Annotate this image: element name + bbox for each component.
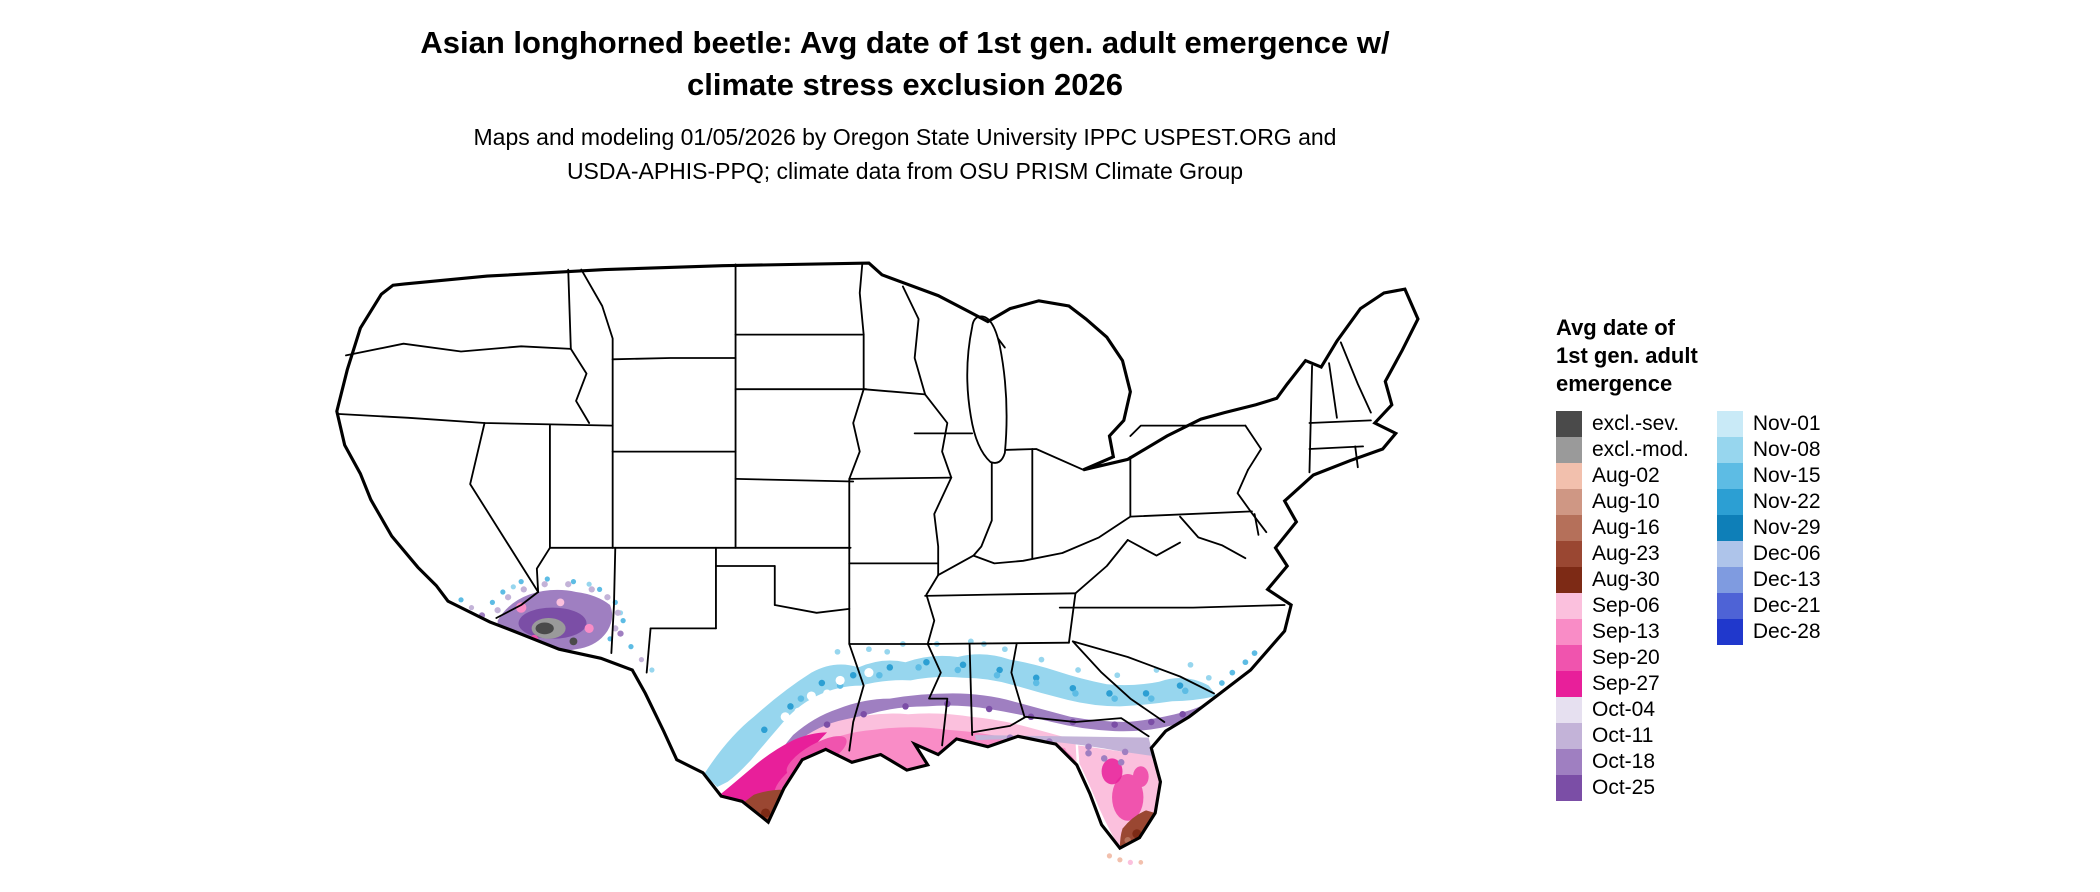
subtitle-line2: USDA-APHIS-PPQ; climate data from OSU PR… <box>566 158 1244 184</box>
legend-label: Dec-06 <box>1752 542 1821 565</box>
legend-entry: Dec-06 <box>1716 541 1821 567</box>
legend-entry: Aug-02 <box>1556 463 1689 489</box>
overlay-south-texas-aug30 <box>761 808 771 818</box>
subtitle-line1: Maps and modeling 01/05/2026 by Oregon S… <box>473 124 1337 150</box>
us-map-svg <box>335 261 1420 865</box>
florida-keys-specks <box>1106 853 1144 865</box>
legend-entry: Aug-30 <box>1556 567 1689 593</box>
legend-label: Nov-15 <box>1752 464 1821 487</box>
legend-label: Sep-20 <box>1592 646 1660 669</box>
legend-label: Sep-13 <box>1592 620 1660 643</box>
legend-label: Aug-02 <box>1592 464 1660 487</box>
legend-entry: Sep-06 <box>1556 593 1689 619</box>
overlay-florida-oct-strip <box>974 735 1154 759</box>
legend-label: Dec-21 <box>1752 594 1821 617</box>
legend-swatch <box>1556 645 1582 671</box>
legend-label: Nov-29 <box>1752 516 1821 539</box>
legend-swatch <box>1716 619 1743 645</box>
legend-swatch <box>1556 541 1582 567</box>
legend-label: Nov-01 <box>1752 412 1821 435</box>
legend-label: Aug-30 <box>1592 568 1660 591</box>
legend-label: Nov-22 <box>1752 490 1821 513</box>
legend-swatch <box>1556 437 1582 463</box>
legend-swatch <box>1556 697 1582 723</box>
legend-entry: Dec-13 <box>1716 567 1821 593</box>
legend-entry: excl.-sev. <box>1556 411 1689 437</box>
legend-swatch <box>1556 567 1582 593</box>
legend-swatch <box>1556 671 1582 697</box>
legend-label: Oct-25 <box>1592 776 1656 799</box>
us-map <box>278 215 1533 891</box>
legend-swatch <box>1716 411 1743 437</box>
legend-swatch <box>1716 593 1743 619</box>
overlay-speckles <box>453 576 1258 766</box>
legend-label: Nov-08 <box>1752 438 1821 461</box>
emergence-data-overlay <box>453 576 1258 849</box>
legend-entry: Nov-29 <box>1716 515 1821 541</box>
legend-entry: Nov-01 <box>1716 411 1821 437</box>
figure-subtitle: Maps and modeling 01/05/2026 by Oregon S… <box>0 120 1810 188</box>
legend-label: excl.-sev. <box>1592 412 1680 435</box>
legend-column-left: excl.-sev. excl.-mod. Aug-02 Aug-10 Aug-16 Au… <box>1556 411 1689 801</box>
legend-entry: Sep-13 <box>1556 619 1689 645</box>
legend-entry: Oct-04 <box>1556 697 1689 723</box>
us-landmass <box>336 263 1418 849</box>
legend-swatch <box>1556 749 1582 775</box>
legend-swatch <box>1556 489 1582 515</box>
legend-entry: Oct-18 <box>1556 749 1689 775</box>
legend-entry: Sep-27 <box>1556 671 1689 697</box>
legend-entry: Sep-20 <box>1556 645 1689 671</box>
legend-swatch <box>1716 437 1743 463</box>
legend-swatch <box>1716 567 1743 593</box>
legend-swatch <box>1716 541 1743 567</box>
map-legend: Avg date of 1st gen. adult emergence exc… <box>1556 314 2036 801</box>
legend-label: Dec-13 <box>1752 568 1821 591</box>
legend-label: Aug-23 <box>1592 542 1660 565</box>
legend-entry: Nov-08 <box>1716 437 1821 463</box>
legend-label: Oct-18 <box>1592 750 1656 773</box>
legend-swatch <box>1716 515 1743 541</box>
legend-entry: Oct-11 <box>1556 723 1689 749</box>
overlay-south-texas-brown <box>743 789 786 823</box>
legend-title: Avg date of 1st gen. adult emergence <box>1556 315 1698 396</box>
legend-label: Sep-27 <box>1592 672 1660 695</box>
legend-label: Dec-28 <box>1752 620 1821 643</box>
legend-label: excl.-mod. <box>1592 438 1689 461</box>
legend-entry: Oct-25 <box>1556 775 1689 801</box>
legend-swatch <box>1556 411 1582 437</box>
state-borders <box>335 262 1372 752</box>
figure-header: Asian longhorned beetle: Avg date of 1st… <box>0 22 1810 188</box>
legend-columns: excl.-sev. excl.-mod. Aug-02 Aug-10 Aug-16 Au… <box>1556 411 2036 801</box>
overlay-nov-band <box>704 654 1217 787</box>
legend-label: Aug-16 <box>1592 516 1660 539</box>
overlay-florida-magenta2 <box>1101 758 1123 785</box>
legend-swatch <box>1556 619 1582 645</box>
legend-entry: Nov-15 <box>1716 463 1821 489</box>
legend-label: Aug-10 <box>1592 490 1660 513</box>
legend-entry: Aug-16 <box>1556 515 1689 541</box>
legend-entry: Aug-10 <box>1556 489 1689 515</box>
legend-label: Oct-04 <box>1592 698 1656 721</box>
page-title-line1: Asian longhorned beetle: Avg date of 1st… <box>420 25 1390 60</box>
legend-label: Sep-06 <box>1592 594 1660 617</box>
legend-swatch <box>1556 593 1582 619</box>
legend-entry: Dec-28 <box>1716 619 1821 645</box>
overlay-florida-magenta1 <box>1112 774 1144 821</box>
legend-entry: Aug-23 <box>1556 541 1689 567</box>
legend-entry: excl.-mod. <box>1556 437 1689 463</box>
page-title-line2: climate stress exclusion 2026 <box>687 67 1123 102</box>
legend-entry: Nov-22 <box>1716 489 1821 515</box>
overlay-florida-magenta3 <box>1132 766 1149 787</box>
legend-entry: Dec-21 <box>1716 593 1821 619</box>
legend-column-right: Nov-01 Nov-08 Nov-15 Nov-22 Nov-29 Dec-06 Dec-… <box>1716 411 1821 645</box>
legend-swatch <box>1716 489 1743 515</box>
legend-swatch <box>1716 463 1743 489</box>
legend-swatch <box>1556 775 1582 801</box>
legend-swatch <box>1556 463 1582 489</box>
legend-label: Oct-11 <box>1592 724 1654 747</box>
legend-swatch <box>1556 723 1582 749</box>
legend-swatch <box>1556 515 1582 541</box>
